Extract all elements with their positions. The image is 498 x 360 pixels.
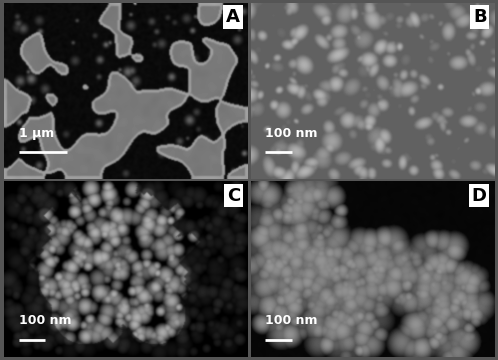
Text: 1 μm: 1 μm xyxy=(18,127,54,140)
Text: B: B xyxy=(473,8,487,26)
Text: 100 nm: 100 nm xyxy=(18,314,71,327)
Text: D: D xyxy=(472,186,487,204)
Text: A: A xyxy=(226,8,240,26)
Text: 100 nm: 100 nm xyxy=(265,127,318,140)
Text: C: C xyxy=(227,186,240,204)
Text: 100 nm: 100 nm xyxy=(265,314,318,327)
